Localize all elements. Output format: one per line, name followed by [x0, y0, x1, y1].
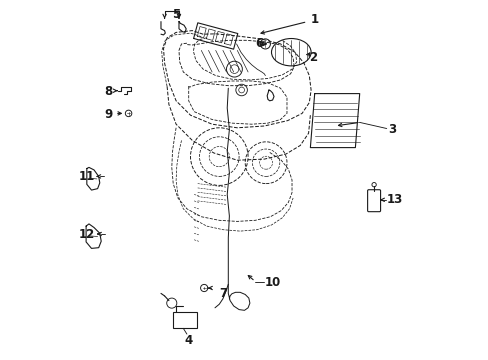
Text: 8: 8 — [104, 85, 112, 98]
Text: 2: 2 — [309, 51, 317, 64]
Text: 1: 1 — [310, 13, 319, 26]
Bar — [173, 312, 196, 328]
Text: 10: 10 — [264, 276, 280, 289]
Text: 13: 13 — [386, 193, 402, 206]
Text: 12: 12 — [79, 228, 95, 240]
FancyBboxPatch shape — [367, 190, 380, 212]
Text: 9: 9 — [104, 108, 112, 121]
Text: 4: 4 — [184, 334, 192, 347]
Text: 5: 5 — [172, 8, 180, 21]
Ellipse shape — [271, 39, 310, 66]
Text: 7: 7 — [219, 287, 227, 300]
Text: 3: 3 — [387, 123, 396, 136]
Text: 6: 6 — [255, 37, 263, 50]
Text: 11: 11 — [79, 170, 95, 183]
